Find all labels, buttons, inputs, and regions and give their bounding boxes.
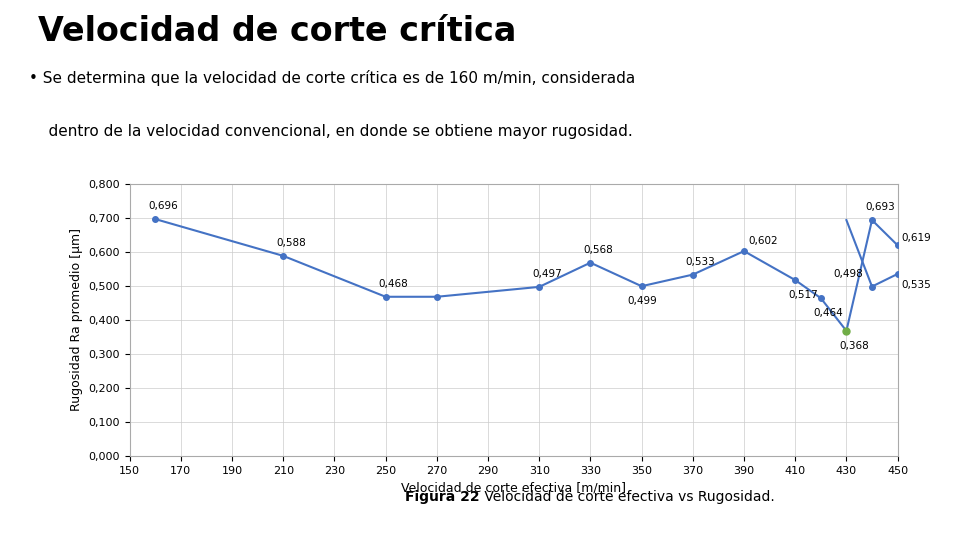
Text: 0,535: 0,535 xyxy=(901,280,931,290)
Text: 0,533: 0,533 xyxy=(685,257,715,267)
Text: 0,602: 0,602 xyxy=(748,236,778,246)
Text: 0,464: 0,464 xyxy=(814,308,844,318)
Text: 0,619: 0,619 xyxy=(901,233,931,243)
Text: 0,368: 0,368 xyxy=(839,341,869,351)
Text: 0,696: 0,696 xyxy=(148,201,178,211)
Text: • Se determina que la velocidad de corte crítica es de 160 m/min, considerada: • Se determina que la velocidad de corte… xyxy=(29,70,636,86)
Text: 0,498: 0,498 xyxy=(833,269,863,279)
Text: 0,693: 0,693 xyxy=(865,202,895,212)
Text: 0,517: 0,517 xyxy=(788,290,818,300)
Text: 0,468: 0,468 xyxy=(378,279,408,289)
Text: Velocidad de corte crítica: Velocidad de corte crítica xyxy=(38,15,516,48)
Text: Velocidad de corte efectiva vs Rugosidad.: Velocidad de corte efectiva vs Rugosidad… xyxy=(480,490,775,504)
Text: Figura 22: Figura 22 xyxy=(405,490,480,504)
Text: 0,499: 0,499 xyxy=(628,296,658,306)
Text: 0,568: 0,568 xyxy=(584,245,613,255)
Text: 0,588: 0,588 xyxy=(276,238,306,248)
X-axis label: Velocidad de corte efectiva [m/min]: Velocidad de corte efectiva [m/min] xyxy=(401,482,626,495)
Text: 0,497: 0,497 xyxy=(532,269,562,279)
Text: dentro de la velocidad convencional, en donde se obtiene mayor rugosidad.: dentro de la velocidad convencional, en … xyxy=(29,124,633,139)
Y-axis label: Rugosidad Ra promedio [μm]: Rugosidad Ra promedio [μm] xyxy=(70,228,83,411)
